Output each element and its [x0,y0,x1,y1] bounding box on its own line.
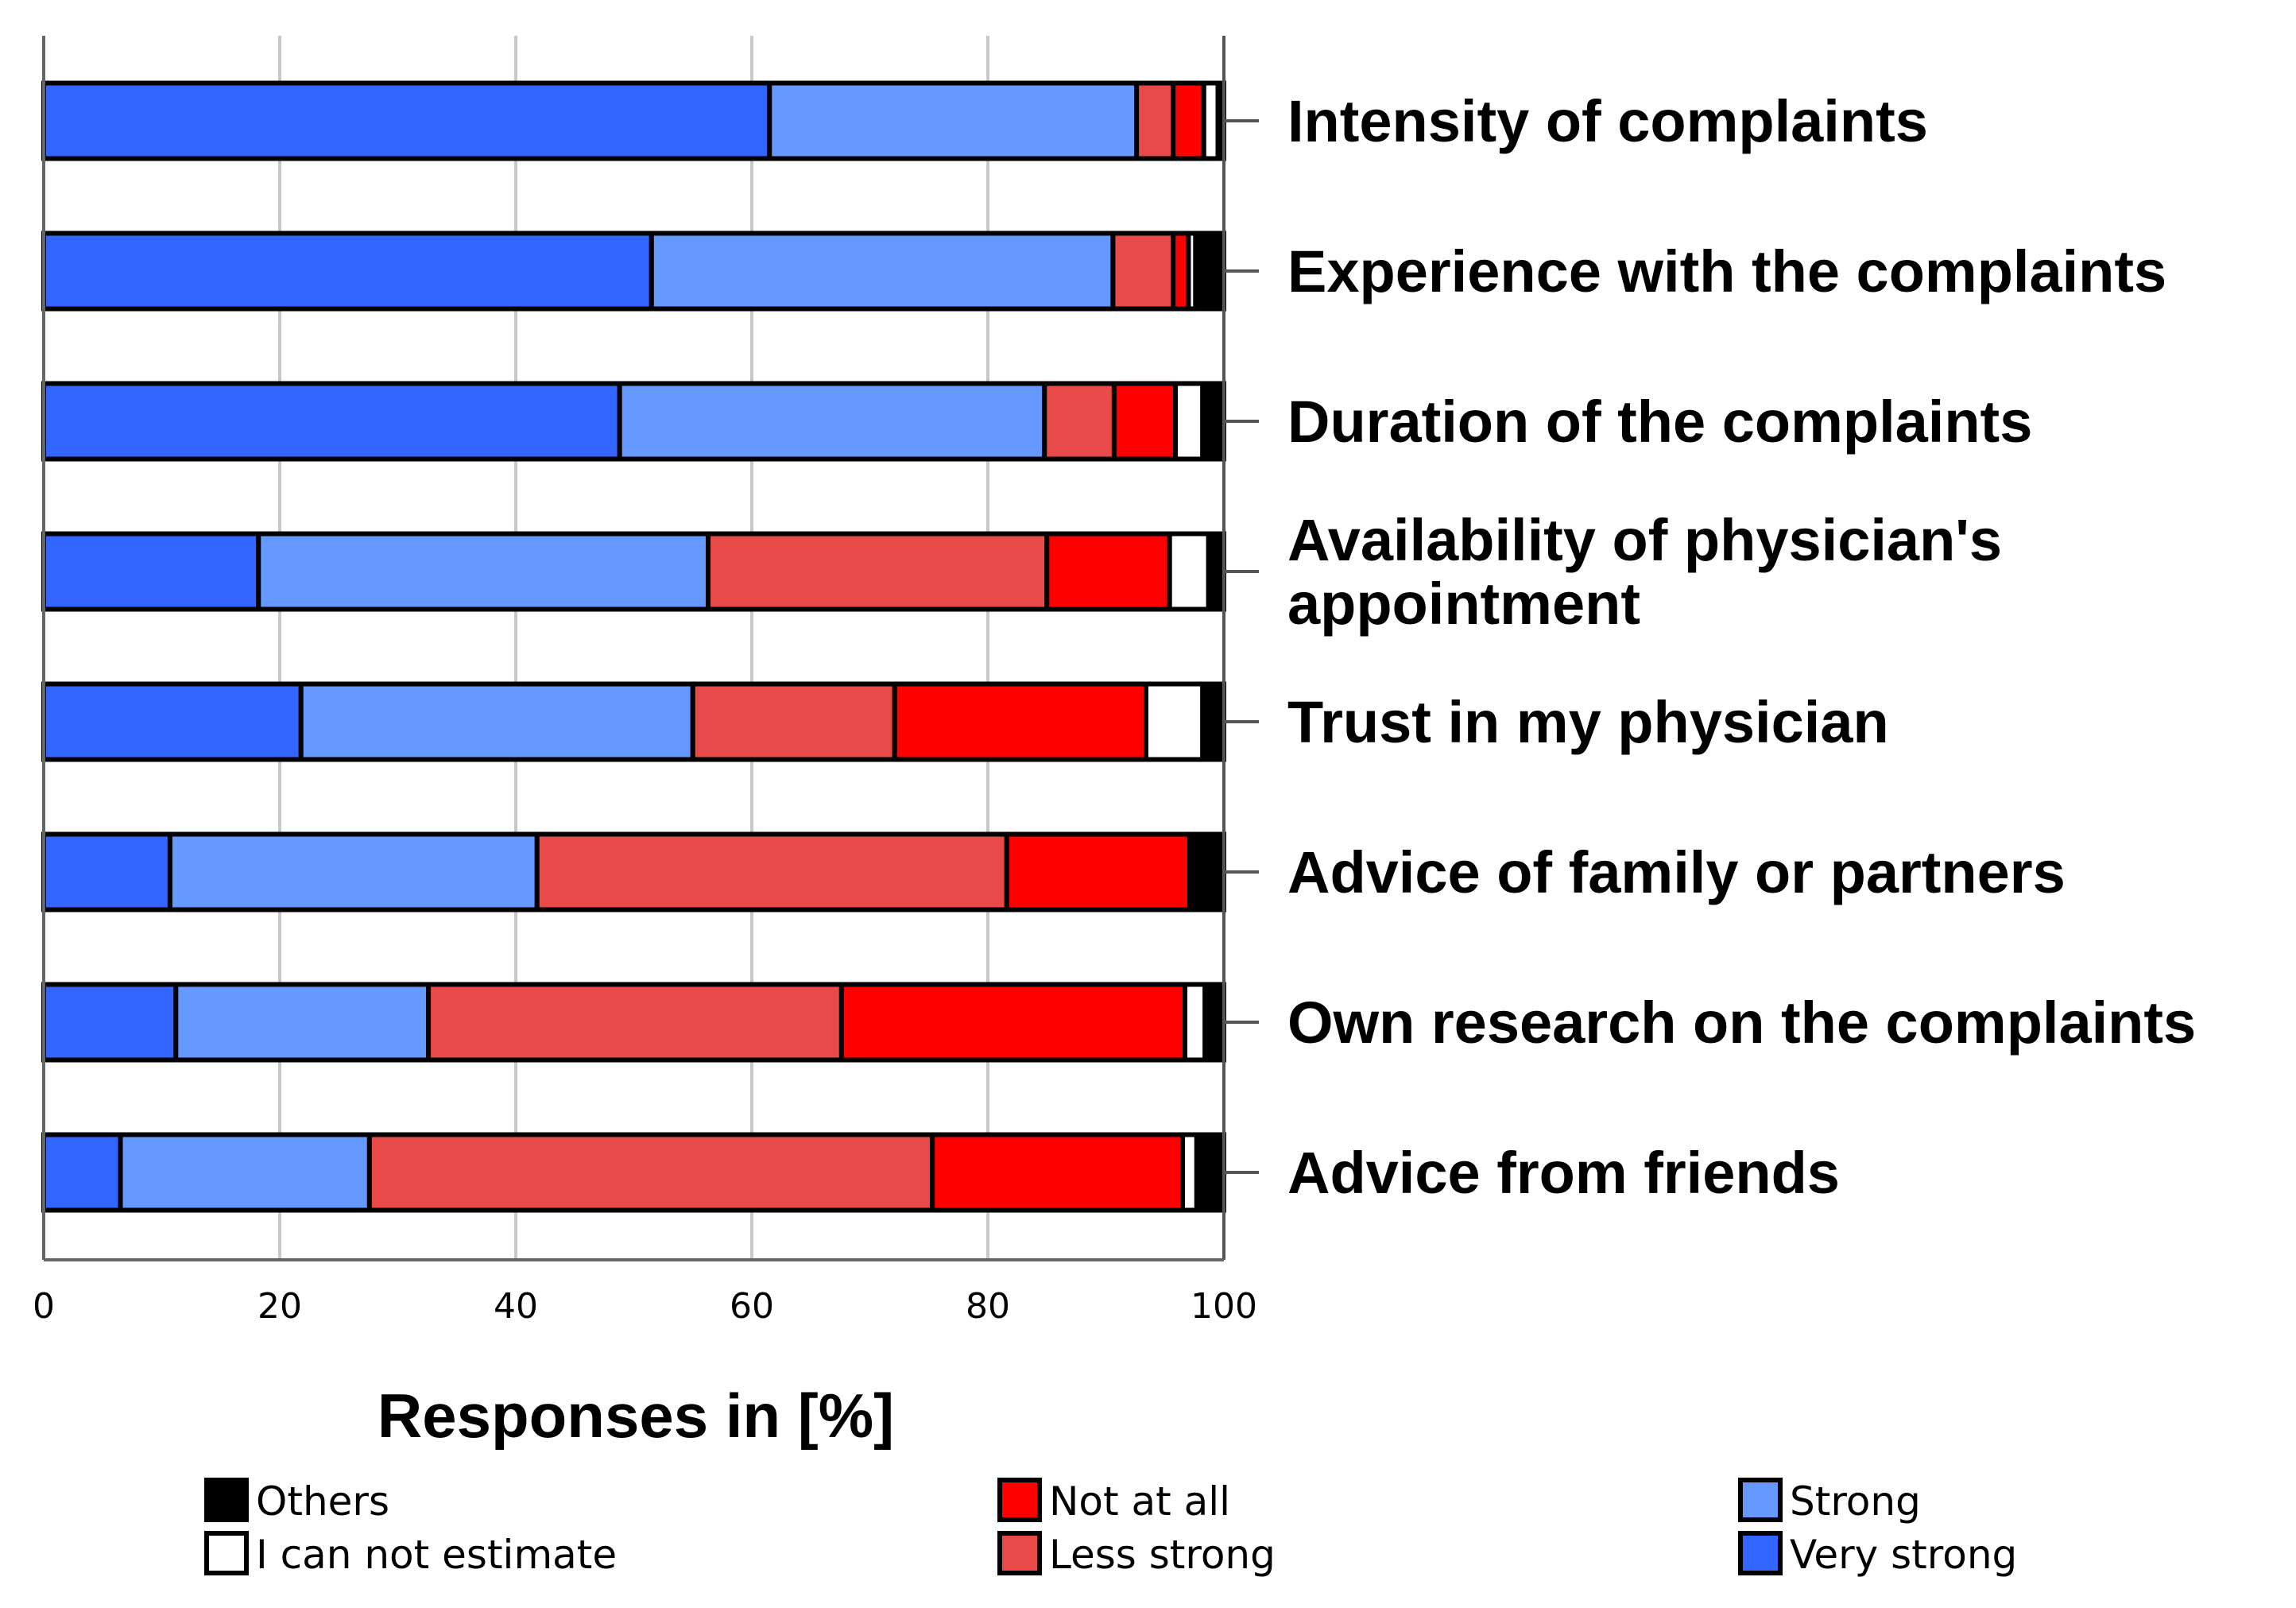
legend-label-less-strong: Less strong [1049,1532,1276,1578]
category-labels: Intensity of complaints Experience with t… [1287,88,2196,1206]
bar-intensity-of-complaints-not-at-all [1171,80,1206,161]
bar-advice-of-family-or-partners-others [1189,831,1227,912]
category-label-line: Experience with the complaints [1287,238,2166,304]
category-label-line: Duration of the complaints [1287,389,2032,455]
legend-label-strong: Strong [1790,1478,1921,1525]
bar-advice-from-friends-not-at-all [930,1132,1186,1213]
category-label-intensity-of-complaints: Intensity of complaints [1287,88,1928,154]
bar-advice-of-family-or-partners-very-strong [41,831,172,912]
legend-label-very-strong: Very strong [1790,1532,2017,1578]
bar-experience-with-the-complaints-strong [649,231,1116,312]
bar-experience-with-the-complaints-very-strong [41,231,654,312]
bar-duration-of-the-complaints-i-can-not-estimate [1173,381,1206,462]
bar-availability-of-physician-s-appointment-not-at-all [1044,531,1172,612]
bar-advice-from-friends-very-strong [41,1132,123,1213]
bar-trust-in-my-physician-very-strong [41,681,304,762]
bar-availability-of-physician-s-appointment-very-strong [41,531,261,612]
bar-own-research-on-the-complaints-i-can-not-estimate [1182,982,1208,1063]
legend-label-i-can-not-estimate: I can not estimate [256,1532,617,1578]
category-label-duration-of-the-complaints: Duration of the complaints [1287,389,2032,455]
bar-own-research-on-the-complaints-strong [173,982,432,1063]
bar-own-research-on-the-complaints-others [1202,982,1226,1063]
legend-label-not-at-all: Not at all [1049,1478,1230,1525]
category-label-line: Trust in my physician [1287,689,1889,755]
x-tick-40: 40 [494,1286,538,1327]
bar-duration-of-the-complaints-others [1200,381,1227,462]
legend-swatch-others [204,1478,249,1522]
bar-advice-from-friends-less-strong [366,1132,935,1213]
category-label-trust-in-my-physician: Trust in my physician [1287,689,1889,755]
bar-advice-from-friends-strong [118,1132,372,1213]
category-label-line: Advice from friends [1287,1140,1840,1206]
bar-advice-of-family-or-partners-strong [167,831,540,912]
bar-availability-of-physician-s-appointment-strong [256,531,711,612]
bar-trust-in-my-physician-less-strong [690,681,897,762]
x-tick-labels: 0 20 40 60 80 100 [33,1286,1257,1327]
bar-advice-of-family-or-partners-not-at-all [1004,831,1192,912]
bar-duration-of-the-complaints-not-at-all [1111,381,1179,462]
bars [41,80,1227,1213]
bar-duration-of-the-complaints-less-strong [1042,381,1117,462]
bar-experience-with-the-complaints-less-strong [1110,231,1176,312]
legend-swatch-strong [1738,1478,1783,1522]
category-label-line: Availability of physician's [1287,507,2002,573]
category-label-experience-with-the-complaints: Experience with the complaints [1287,238,2166,304]
bar-own-research-on-the-complaints-very-strong [41,982,179,1063]
bar-trust-in-my-physician-not-at-all [892,681,1148,762]
x-tick-60: 60 [730,1286,774,1327]
legend-swatch-not-at-all [997,1478,1042,1522]
legend: Others I can not estimate Not at all Less s… [204,1478,2017,1578]
bar-advice-from-friends-others [1194,1132,1226,1213]
legend-swatch-less-strong [997,1531,1042,1575]
bar-intensity-of-complaints-strong [767,80,1140,161]
category-label-own-research-on-the-complaints: Own research on the complaints [1287,990,2196,1056]
x-tick-80: 80 [966,1286,1010,1327]
category-label-advice-from-friends: Advice from friends [1287,1140,1840,1206]
legend-swatch-i-can-not-estimate [204,1531,249,1575]
category-label-line: Own research on the complaints [1287,990,2196,1056]
x-tick-100: 100 [1191,1286,1257,1327]
bar-own-research-on-the-complaints-not-at-all [838,982,1187,1063]
bar-duration-of-the-complaints-very-strong [41,381,622,462]
bar-trust-in-my-physician-i-can-not-estimate [1143,681,1206,762]
bar-intensity-of-complaints-less-strong [1134,80,1176,161]
axes [42,36,1259,1261]
x-axis-title: Responses in [%] [378,1381,894,1451]
bar-duration-of-the-complaints-strong [617,381,1047,462]
bar-trust-in-my-physician-others [1200,681,1227,762]
category-label-line: Advice of family or partners [1287,839,2066,905]
category-label-line: appointment [1287,571,1640,637]
bar-advice-of-family-or-partners-less-strong [534,831,1009,912]
bar-availability-of-physician-s-appointment-i-can-not-estimate [1167,531,1211,612]
category-label-advice-of-family-or-partners: Advice of family or partners [1287,839,2066,905]
category-label-line: Intensity of complaints [1287,88,1928,154]
bar-availability-of-physician-s-appointment-others [1206,531,1226,612]
bar-trust-in-my-physician-strong [298,681,695,762]
bar-intensity-of-complaints-very-strong [41,80,772,161]
bar-experience-with-the-complaints-others [1193,231,1226,312]
category-label-availability-of-physician-s-appointment: Availability of physician's appointment [1287,507,2002,637]
x-tick-0: 0 [33,1286,55,1327]
legend-swatch-very-strong [1738,1531,1783,1575]
legend-label-others: Others [256,1478,389,1525]
x-tick-20: 20 [257,1286,302,1327]
bar-own-research-on-the-complaints-less-strong [426,982,844,1063]
grid-lines [42,36,1225,1260]
bar-availability-of-physician-s-appointment-less-strong [706,531,1050,612]
